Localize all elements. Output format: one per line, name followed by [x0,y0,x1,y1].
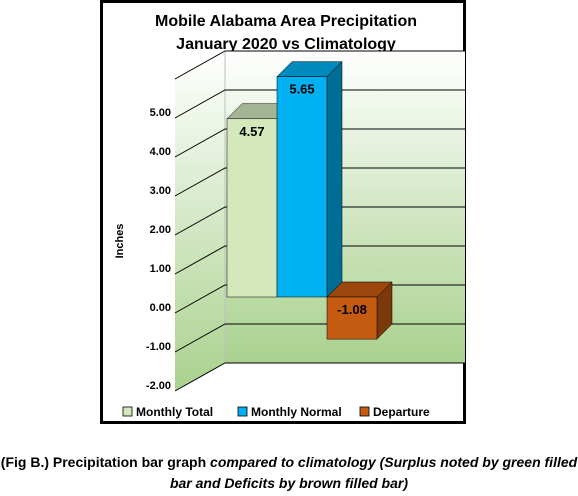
bar-front-face [326,296,378,340]
gridline [174,245,465,275]
bar-monthly-normal: 5.65 [276,61,343,298]
caption-lead: (Fig B.) Precipitation bar graph [0,454,211,470]
y-tick-label: -2.00 [146,380,171,392]
legend-label: Monthly Normal [251,405,342,419]
gridline [174,128,465,158]
bar-data-label: 5.65 [289,82,314,97]
y-axis-label: Inches [114,224,126,259]
precipitation-chart: Mobile Alabama Area Precipitation Januar… [114,13,465,419]
bar-data-label: -1.08 [337,302,367,317]
legend-label: Departure [373,405,430,419]
gridline [174,167,465,197]
gridline [174,362,465,392]
bar-data-label: 4.57 [239,124,264,139]
legend-swatch [237,406,248,417]
figure-caption: (Fig B.) Precipitation bar graph compare… [0,452,578,494]
y-tick-label: 5.00 [150,107,171,119]
y-tick-label: -1.00 [146,341,171,353]
chart-subtitle: January 2020 vs Climatology [176,36,396,53]
y-tick-label: 0.00 [150,302,171,314]
gridline [174,89,465,119]
bar-front-face [226,118,278,298]
y-tick-label: 3.00 [150,185,171,197]
gridline [174,50,465,80]
chart-frame: Mobile Alabama Area Precipitation Januar… [100,0,466,424]
legend-item: Departure [359,405,430,419]
gridline [174,206,465,236]
bar-departure: -1.08 [326,281,393,340]
y-tick-label: 2.00 [150,224,171,236]
bar-side-face [326,61,343,298]
legend-item: Monthly Normal [237,405,342,419]
legend-swatch [359,406,370,417]
y-tick-label: 4.00 [150,146,171,158]
caption-italic: compared to climatology (Surplus noted b… [169,454,578,491]
bar-front-face [276,76,328,298]
chart-title: Mobile Alabama Area Precipitation [155,13,417,30]
y-tick-label: 1.00 [150,263,171,275]
legend-label: Monthly Total [136,405,213,419]
legend-item: Monthly Total [122,405,213,419]
legend-swatch [122,406,133,417]
